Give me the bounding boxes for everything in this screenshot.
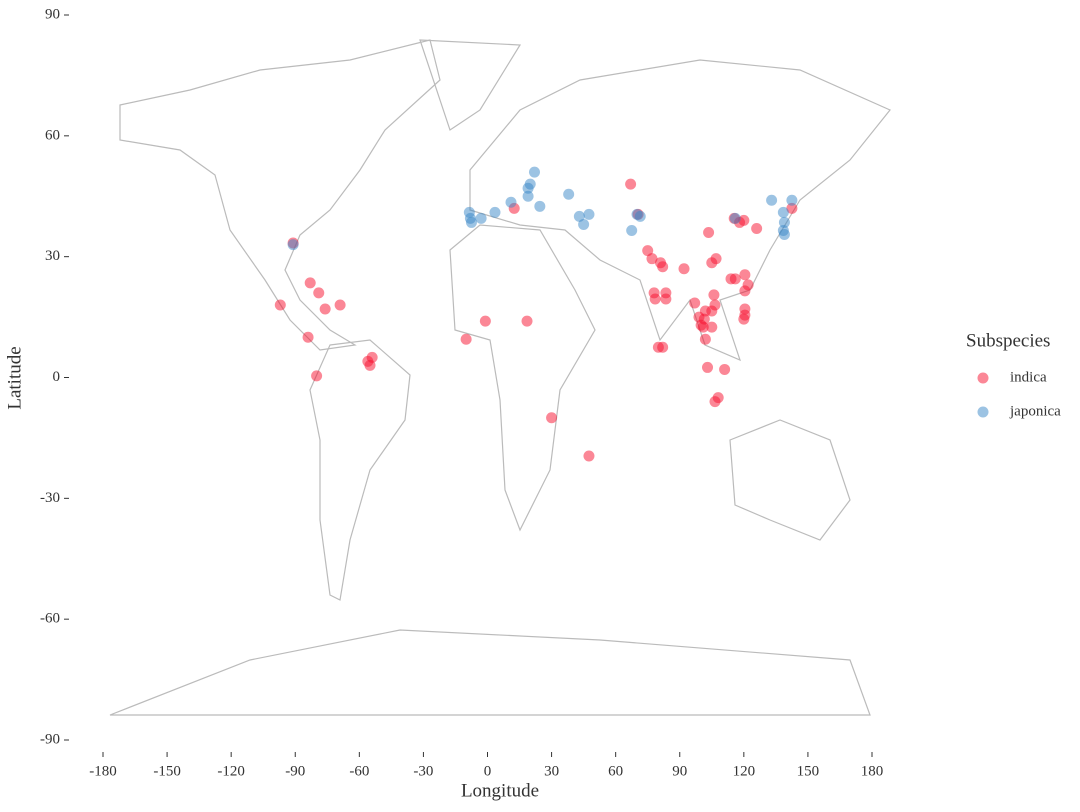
- point: [583, 208, 595, 220]
- point: [505, 196, 517, 208]
- australia: [729, 419, 851, 541]
- legend-swatch: [977, 406, 989, 418]
- point: [646, 253, 658, 265]
- point: [274, 299, 286, 311]
- point: [546, 412, 558, 424]
- point: [364, 359, 376, 371]
- point: [777, 206, 789, 218]
- point: [702, 361, 714, 373]
- legend-label: japonica: [1009, 403, 1061, 419]
- point: [657, 261, 669, 273]
- point: [521, 315, 533, 327]
- point: [689, 297, 701, 309]
- y-tick-label: -60: [40, 611, 60, 627]
- point: [313, 287, 325, 299]
- x-tick-label: -150: [153, 763, 181, 779]
- point: [778, 216, 790, 228]
- point: [287, 239, 299, 251]
- x-tick-label: -120: [217, 763, 245, 779]
- point: [729, 212, 741, 224]
- y-tick-label: -90: [40, 731, 60, 747]
- point: [729, 273, 741, 285]
- point: [739, 285, 751, 297]
- point: [751, 222, 763, 234]
- y-tick-label: 90: [45, 6, 60, 22]
- point: [786, 194, 798, 206]
- point: [563, 188, 575, 200]
- x-tick-label: -90: [285, 763, 305, 779]
- point: [528, 166, 540, 178]
- point: [626, 224, 638, 236]
- point: [703, 227, 715, 238]
- point: [706, 321, 718, 333]
- point: [657, 341, 669, 353]
- point: [534, 200, 546, 212]
- point: [460, 333, 472, 345]
- x-tick-label: 180: [861, 763, 884, 779]
- point: [524, 178, 536, 190]
- point: [719, 363, 731, 375]
- y-tick-label: -30: [40, 490, 60, 506]
- point: [678, 263, 690, 275]
- point: [625, 178, 637, 190]
- point: [631, 208, 643, 220]
- eurasia: [469, 59, 891, 362]
- point: [304, 277, 316, 289]
- point: [778, 229, 790, 241]
- point: [578, 218, 590, 230]
- x-tick-label: -180: [89, 763, 117, 779]
- point: [302, 331, 314, 343]
- point: [709, 396, 721, 408]
- point: [710, 253, 722, 265]
- point: [465, 216, 477, 228]
- antarctica: [109, 629, 871, 716]
- x-tick-label: 30: [544, 763, 559, 779]
- y-tick-label: 0: [53, 369, 61, 385]
- point: [699, 333, 711, 345]
- x-tick-label: -30: [413, 763, 433, 779]
- x-tick-label: 150: [797, 763, 820, 779]
- x-tick-label: 60: [608, 763, 623, 779]
- point: [786, 202, 798, 214]
- africa: [449, 224, 596, 532]
- x-tick-label: -60: [349, 763, 369, 779]
- point: [583, 450, 595, 462]
- point: [489, 206, 501, 218]
- point: [522, 190, 534, 202]
- legend-swatch: [977, 372, 989, 384]
- legend-label: indica: [1010, 369, 1047, 385]
- point: [642, 245, 654, 257]
- x-tick-label: 90: [672, 763, 687, 779]
- x-axis-label: Longitude: [461, 780, 539, 801]
- point: [660, 293, 672, 305]
- x-tick-label: 120: [733, 763, 756, 779]
- point: [311, 370, 323, 382]
- point: [739, 269, 751, 281]
- x-tick-label: 0: [484, 763, 492, 779]
- point: [738, 313, 750, 325]
- point: [709, 299, 721, 311]
- y-axis-label: Latitude: [4, 346, 25, 409]
- greenland: [419, 39, 522, 131]
- point: [699, 305, 711, 317]
- point: [738, 214, 750, 226]
- point: [479, 315, 491, 327]
- point: [695, 319, 707, 331]
- world-map: [109, 39, 891, 716]
- south-america: [309, 339, 411, 601]
- point: [334, 299, 346, 311]
- point: [648, 287, 660, 299]
- point: [766, 194, 778, 206]
- point: [319, 303, 331, 315]
- y-tick-label: 60: [45, 127, 60, 143]
- point: [739, 303, 751, 315]
- point: [708, 289, 720, 301]
- legend-title: Subspecies: [966, 330, 1050, 351]
- y-tick-label: 30: [45, 248, 60, 264]
- point: [475, 212, 487, 224]
- point: [573, 210, 585, 222]
- north-america: [119, 39, 441, 351]
- point: [463, 206, 475, 218]
